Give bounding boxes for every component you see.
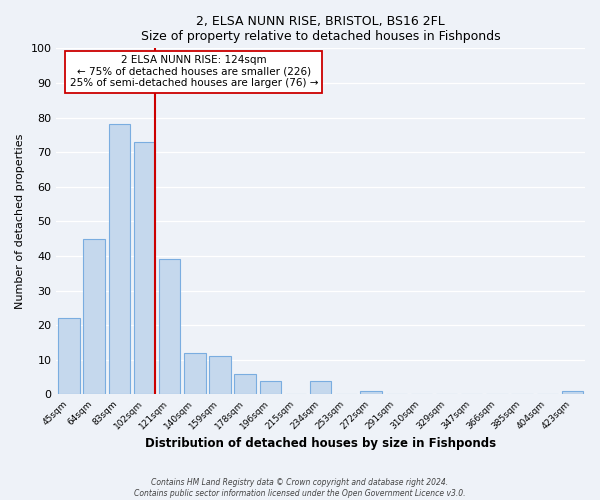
Bar xyxy=(310,380,331,394)
Bar xyxy=(159,260,181,394)
Bar xyxy=(209,356,231,395)
Bar xyxy=(109,124,130,394)
Bar xyxy=(235,374,256,394)
Title: 2, ELSA NUNN RISE, BRISTOL, BS16 2FL
Size of property relative to detached house: 2, ELSA NUNN RISE, BRISTOL, BS16 2FL Siz… xyxy=(141,15,500,43)
Bar xyxy=(83,238,105,394)
Bar xyxy=(184,353,206,395)
Bar xyxy=(58,318,80,394)
Text: Contains HM Land Registry data © Crown copyright and database right 2024.
Contai: Contains HM Land Registry data © Crown c… xyxy=(134,478,466,498)
X-axis label: Distribution of detached houses by size in Fishponds: Distribution of detached houses by size … xyxy=(145,437,496,450)
Bar xyxy=(361,391,382,394)
Bar xyxy=(562,391,583,394)
Y-axis label: Number of detached properties: Number of detached properties xyxy=(15,134,25,309)
Bar xyxy=(134,142,155,395)
Bar xyxy=(260,380,281,394)
Text: 2 ELSA NUNN RISE: 124sqm
← 75% of detached houses are smaller (226)
25% of semi-: 2 ELSA NUNN RISE: 124sqm ← 75% of detach… xyxy=(70,56,318,88)
